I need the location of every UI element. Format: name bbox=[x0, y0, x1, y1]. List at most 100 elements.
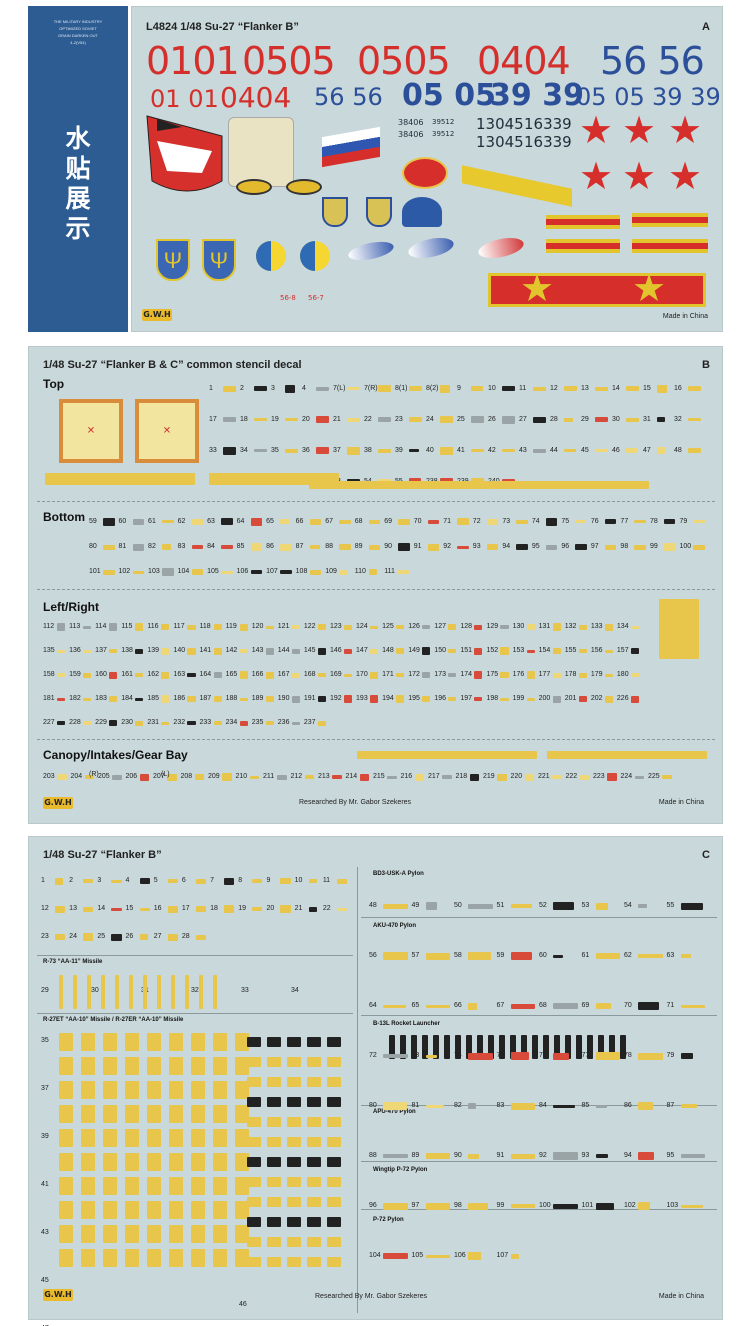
stencil-decal bbox=[680, 1204, 703, 1208]
decal-number: 34 bbox=[240, 446, 248, 454]
decal-number: 225 bbox=[648, 773, 660, 780]
decal-number: 10 bbox=[294, 877, 303, 884]
decal-number: 68 bbox=[539, 1002, 547, 1009]
decal-number: 103 bbox=[666, 1202, 679, 1209]
decal-number: 67 bbox=[325, 517, 333, 525]
rocket-tube-decal bbox=[477, 1035, 483, 1059]
guards-badge-decal bbox=[402, 157, 448, 189]
missile-stencil bbox=[327, 1157, 341, 1167]
decal-number: 234 bbox=[225, 719, 238, 726]
stencil-decal bbox=[84, 775, 94, 779]
decal-number: 161 bbox=[121, 671, 133, 678]
decal-number: 182 bbox=[69, 695, 81, 702]
decal-number: 21 bbox=[333, 415, 341, 423]
decal-number: 73 bbox=[502, 517, 511, 525]
decal-number: 200 bbox=[538, 695, 551, 702]
ukraine-shield-decal bbox=[402, 197, 442, 227]
decal-number: 21 bbox=[294, 905, 303, 912]
decal-number: 72 bbox=[369, 1052, 377, 1059]
decal-number: 98 bbox=[454, 1202, 462, 1209]
section-divider bbox=[37, 589, 715, 590]
stencil-decal bbox=[500, 625, 509, 629]
decal-number: 22 bbox=[364, 415, 372, 423]
stencil-decal bbox=[545, 517, 558, 526]
stencil-decal bbox=[109, 623, 118, 631]
stencil-decal bbox=[316, 447, 329, 454]
stencil-decal bbox=[167, 905, 178, 913]
stencil-decal bbox=[109, 649, 118, 653]
stencil-decal bbox=[339, 544, 351, 550]
stencil-decal bbox=[526, 649, 535, 653]
stencil-decal bbox=[224, 905, 235, 913]
rocket-tube-decal bbox=[389, 1035, 395, 1059]
decal-number: 212 bbox=[290, 773, 303, 780]
stencil-decal bbox=[662, 775, 672, 779]
decal-number: 165 bbox=[225, 671, 238, 678]
decal-number: 218 bbox=[455, 773, 468, 780]
stencil-decal bbox=[239, 720, 248, 726]
decal-number: 222 bbox=[565, 773, 578, 780]
stencil-decal bbox=[57, 649, 66, 653]
decal-number: 172 bbox=[408, 671, 420, 678]
shark-mouth-art bbox=[146, 115, 223, 192]
r73-stencil bbox=[171, 975, 175, 1009]
b13l-launcher-label: B-13L Rocket Launcher bbox=[373, 1021, 440, 1027]
code-39-blue-bold: 39 39 bbox=[490, 78, 584, 113]
decal-number: 101 bbox=[89, 568, 101, 576]
stencil-decal bbox=[135, 720, 144, 726]
decal-number: 45 bbox=[581, 446, 589, 454]
stencil-decal bbox=[265, 671, 274, 679]
stencil-decal bbox=[336, 878, 347, 884]
decal-number: 56 bbox=[369, 952, 377, 959]
decal-number: 58 bbox=[454, 952, 462, 959]
rocket-tube-decal bbox=[444, 1035, 450, 1059]
stencil-decal bbox=[347, 417, 360, 422]
decal-number: 139 bbox=[147, 647, 160, 654]
decal-number: 149 bbox=[408, 647, 420, 654]
stencil-decal bbox=[553, 1003, 578, 1009]
made-in-china: Made in China bbox=[662, 313, 708, 320]
stencil-decal bbox=[422, 625, 431, 629]
decal-number: 8(1) bbox=[395, 384, 408, 392]
serial-39512-a: 39512 bbox=[432, 118, 455, 126]
stencil-decal bbox=[223, 417, 236, 422]
section-divider bbox=[37, 739, 715, 740]
decal-number: 93 bbox=[472, 543, 481, 550]
stencil-decal bbox=[510, 952, 533, 960]
stencil-decal bbox=[680, 1104, 698, 1108]
decal-number: 177 bbox=[538, 671, 551, 678]
stencil-decal bbox=[468, 1002, 478, 1010]
stencil-decal bbox=[604, 649, 613, 653]
decal-number: 74 bbox=[531, 517, 540, 525]
missile-stencil bbox=[327, 1257, 341, 1267]
stencil-decal bbox=[533, 416, 546, 423]
decal-number: 214 bbox=[345, 773, 358, 780]
decal-number: 118 bbox=[199, 623, 211, 630]
decal-number: 8(2) bbox=[426, 384, 439, 392]
decal-number: 126 bbox=[408, 623, 420, 630]
stencil-decal bbox=[440, 446, 453, 455]
decal-number: 32 bbox=[674, 415, 682, 423]
decal-number: 229 bbox=[95, 719, 107, 726]
stencil-decal bbox=[425, 1202, 450, 1210]
stencil-decal bbox=[502, 415, 515, 424]
decal-number: 158 bbox=[43, 671, 55, 678]
decal-number: 144 bbox=[277, 647, 290, 654]
decal-number: 102 bbox=[118, 568, 131, 576]
decal-number: 102 bbox=[624, 1202, 636, 1209]
stencil-decal bbox=[383, 1154, 408, 1158]
decal-number: 152 bbox=[486, 647, 499, 654]
serial-38406-b: 38406 bbox=[398, 130, 424, 139]
stencil-decal bbox=[222, 773, 232, 781]
r73-stencil bbox=[73, 975, 77, 1009]
missile-stencil bbox=[247, 1117, 261, 1127]
decal-number: 124 bbox=[356, 623, 368, 630]
decal-number: 47 bbox=[643, 446, 651, 454]
sheet-c-title: 1/48 Su-27 “Flanker B” bbox=[43, 849, 162, 861]
stencil-decal bbox=[396, 625, 405, 629]
stencil-decal bbox=[191, 545, 204, 549]
code-56-7: 56-7 bbox=[308, 294, 324, 302]
stencil-strip bbox=[489, 481, 649, 489]
stencil-decal bbox=[187, 647, 196, 655]
side-tag-char: 展 bbox=[65, 184, 91, 213]
